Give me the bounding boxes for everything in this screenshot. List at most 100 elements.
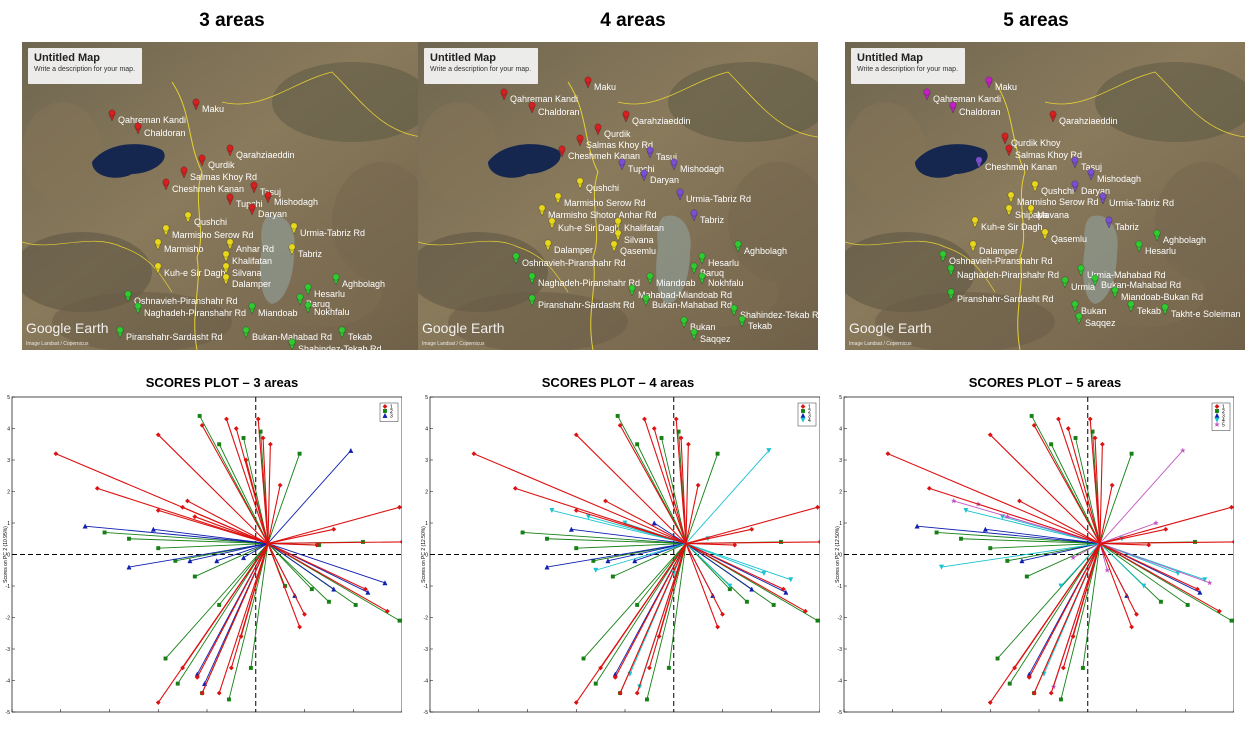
map-pin[interactable]: Nokhfalu [698,272,744,288]
map-pin[interactable]: Oshnavieh-Piranshahr Rd [939,250,1053,266]
map-pin[interactable]: Hesarlu [304,283,345,299]
map-pin[interactable]: Piranshahr-Sardasht Rd [116,326,223,342]
map-pin[interactable]: Maku [985,76,1017,92]
map-pin[interactable]: Naghadeh-Piranshahr Rd [528,272,640,288]
map-pin[interactable]: Marmisho Serow Rd [554,192,646,208]
map-pin[interactable]: Bukan-Mahabad Rd [642,294,732,310]
map-pin[interactable]: Urmia-Tabriz Rd [1099,192,1174,208]
map-pin[interactable]: Piranshahr-Sardasht Rd [528,294,635,310]
map-pin[interactable]: Hesarlu [698,252,739,268]
map-pin[interactable]: Tabriz [288,243,323,259]
map-pin[interactable]: Salmas Khoy Rd [576,134,653,150]
map-pin[interactable]: Urmia-Mahabad Rd [1077,264,1166,280]
map-pin[interactable]: Miandoab-Bukan Rd [1111,286,1203,302]
map-pin[interactable]: Mishodagh [670,158,724,174]
map-pin[interactable]: Maku [192,98,224,114]
map-pin[interactable]: Qasemlu [610,240,656,256]
map-4-areas[interactable]: Maku Qahreman Kandi Chaldoran Qarahziaeddin… [418,42,818,350]
map-pin[interactable]: Bukan-Mahabad Rd [1091,274,1181,290]
map-pin[interactable]: Mishodagh [264,191,318,207]
map-pin[interactable]: Tupchi [618,158,655,174]
map-pin[interactable]: Aghbolagh [332,273,385,289]
map-pin[interactable]: Silvana [614,229,654,245]
map-pin[interactable]: Chaldoran [528,101,580,117]
map-pin[interactable]: Baruq [296,293,330,309]
map-pin[interactable]: Shahindez-Tekab Rd [730,304,818,320]
map-pin[interactable]: Naghadeh-Piranshahr Rd [134,302,246,318]
map-pin[interactable]: Mishodagh [1087,168,1141,184]
map-pin[interactable]: Oshnavieh-Piranshahr Rd [124,290,238,306]
map-pin[interactable]: Khalifatan [614,217,664,233]
map-pin[interactable]: Aghbolagh [1153,229,1206,245]
map-pin[interactable]: Cheshmeh Kanan [558,145,640,161]
map-pin[interactable]: Tekab [738,315,772,331]
map-pin[interactable]: Hesarlu [1135,240,1176,256]
map-pin[interactable]: Qurdik Khoy [1001,132,1061,148]
map-pin[interactable]: Tasuj [1071,156,1102,172]
map-pin[interactable]: Tabriz [1105,216,1140,232]
map-3-areas[interactable]: Maku Qahreman Kandi Chaldoran Qarahziaeddin… [22,42,422,350]
map-pin[interactable]: Dalamper [544,239,593,255]
map-pin[interactable]: Cheshmeh Kanan [162,178,244,194]
map-pin[interactable]: Qurdik [594,123,631,139]
map-pin[interactable]: Qarahziaeddin [1049,110,1118,126]
map-pin[interactable]: Salmas Khoy Rd [180,166,257,182]
map-pin[interactable]: Bukan [1071,300,1107,316]
map-pin[interactable]: Nokhfalu [304,301,350,317]
map-pin[interactable]: Qasemlu [1041,228,1087,244]
map-pin[interactable]: Tekab [338,326,372,342]
map-pin[interactable]: Tekab [1127,300,1161,316]
map-pin[interactable]: Bukan-Mahabad Rd [242,326,332,342]
map-pin[interactable]: Daryan [248,203,287,219]
map-pin[interactable]: Takht-e Soleiman [1161,303,1241,319]
map-pin[interactable]: Chaldoran [949,101,1001,117]
map-5-areas[interactable]: Maku Qahreman Kandi Chaldoran Qarahziaeddin… [845,42,1245,350]
map-pin[interactable]: Marmisho [154,238,204,254]
map-pin[interactable]: Daryan [640,169,679,185]
map-pin[interactable]: Aghbolagh [734,240,787,256]
map-pin[interactable]: Dalamper [969,240,1018,256]
map-pin[interactable]: Kuh-e Sir Dagh [971,216,1043,232]
map-pin[interactable]: Chaldoran [134,122,186,138]
map-pin[interactable]: Qarahziaeddin [226,144,295,160]
map-pin[interactable]: Baruq [690,262,724,278]
map-pin[interactable]: Qarahziaeddin [622,110,691,126]
map-pin[interactable]: Miandoab [646,272,696,288]
map-pin[interactable]: Bukan [680,316,716,332]
map-pin[interactable]: Tasuj [250,181,281,197]
map-pin[interactable]: Oshnavieh-Piranshahr Rd [512,252,626,268]
map-pin[interactable]: Dalamper [222,273,271,289]
map-pin[interactable]: Tasuj [646,146,677,162]
map-pin[interactable]: Miandoab [248,302,298,318]
map-pin[interactable]: Piranshahr-Sardasht Rd [947,288,1054,304]
map-pin[interactable]: Cheshmeh Kanan [975,156,1057,172]
map-pin[interactable]: Khalifatan [222,250,272,266]
map-pin[interactable]: Saqqez [690,328,731,344]
map-pin[interactable]: Kuh-e Sir Dagh [548,217,620,233]
map-pin[interactable]: Qushchi [184,211,227,227]
map-pin[interactable]: Urmia-Tabriz Rd [676,188,751,204]
map-pin[interactable]: Daryan [1071,180,1110,196]
map-pin[interactable]: Qahreman Kandi [923,88,1001,104]
map-pin[interactable]: Tupchi [226,193,263,209]
map-pin[interactable]: Kuh-e Sir Dagh [154,262,226,278]
map-pin[interactable]: Qushchi [576,177,619,193]
map-pin[interactable]: Anhar Rd [226,238,274,254]
map-pin[interactable]: Marmisho Serow Rd [1007,191,1099,207]
map-pin[interactable]: Saqqez [1075,312,1116,328]
map-pin[interactable]: Urmia-Tabriz Rd [290,222,365,238]
map-pin[interactable]: Qahreman Kandi [108,109,186,125]
map-pin[interactable]: Qurdik [198,154,235,170]
map-pin[interactable]: Shahindez-Tekab Rd [288,338,382,350]
map-pin[interactable]: Silvana [222,262,262,278]
map-pin[interactable]: Salmas Khoy Rd [1005,144,1082,160]
map-pin[interactable]: Naghadeh-Piranshahr Rd [947,264,1059,280]
map-pin[interactable]: Qahreman Kandi [500,88,578,104]
map-pin[interactable]: Mahabad-Miandoab Rd [628,284,732,300]
map-pin[interactable]: Qushchi [1031,180,1074,196]
map-pin[interactable]: Mavana [1027,204,1069,220]
map-pin[interactable]: Tabriz [690,209,725,225]
map-pin[interactable]: Marmisho Shotor Anhar Rd [538,204,657,220]
map-pin[interactable]: Urmia [1061,276,1095,292]
map-pin[interactable]: Marmisho Serow Rd [162,224,254,240]
